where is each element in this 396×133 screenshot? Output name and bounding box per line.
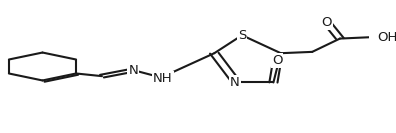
Text: N: N	[128, 64, 138, 77]
Text: O: O	[322, 16, 332, 29]
Text: NH: NH	[153, 72, 173, 85]
Text: N: N	[230, 76, 240, 89]
Text: OH: OH	[377, 31, 396, 44]
Text: O: O	[272, 54, 282, 67]
Text: S: S	[238, 29, 246, 42]
